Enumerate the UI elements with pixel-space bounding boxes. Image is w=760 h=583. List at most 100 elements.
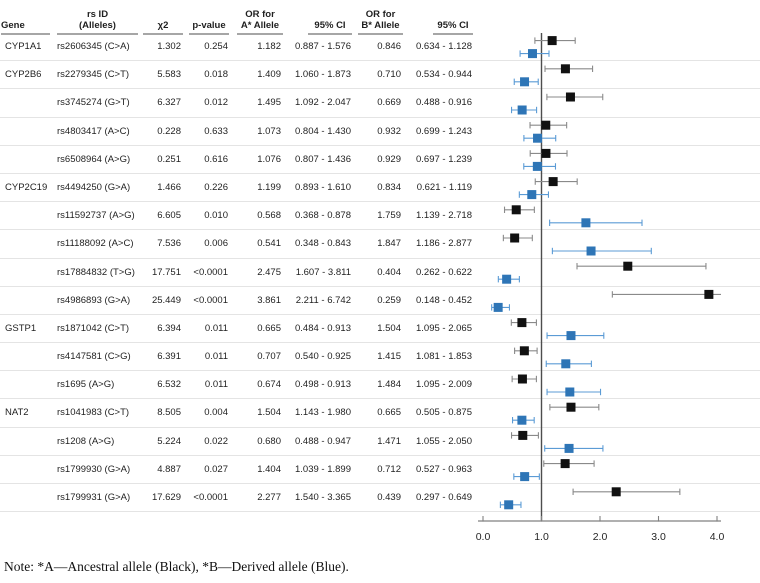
ci-b-value: 1.095 - 2.065	[416, 322, 472, 334]
ci-a-value: 0.484 - 0.913	[295, 322, 351, 334]
or-a-value: 0.680	[257, 435, 281, 447]
ci-a-value: 0.807 - 1.436	[295, 153, 351, 165]
column-header-ci-b-label: 95% CI	[437, 19, 469, 31]
column-header-p-value: p-value	[189, 20, 229, 35]
x-axis-tick-label: 4.0	[710, 531, 725, 543]
rs-id-label: rs11592737 (A>G)	[57, 210, 135, 222]
or-b-value: 0.669	[377, 97, 401, 109]
rs-id-label: rs17884832 (T>G)	[57, 266, 135, 278]
or-a-value: 0.541	[257, 238, 281, 250]
rs-id-label: rs1695 (A>G)	[57, 379, 115, 391]
column-header-rs-id: rs ID (Alleles)	[57, 9, 138, 35]
or-a-value: 1.076	[257, 153, 281, 165]
or-a-value: 1.182	[257, 41, 281, 52]
column-header-or-b: OR for B* Allele	[358, 9, 403, 35]
chi2-value: 17.629	[151, 492, 181, 503]
table-row: rs1799931 (G>A) 17.629 <0.0001 2.277 1.540 -…	[0, 484, 760, 513]
forest-marker-b	[517, 415, 527, 425]
p-value: 0.254	[204, 41, 228, 52]
forest-marker-b	[586, 246, 596, 256]
ci-a-value: 1.060 - 1.873	[295, 69, 351, 81]
column-header-gene-label: Gene	[1, 19, 25, 31]
column-header-rs-id-line1: rs ID	[86, 8, 109, 20]
or-a-value: 1.504	[257, 407, 281, 419]
column-header-or-b-line1: OR for	[365, 8, 396, 20]
or-a-value: 2.277	[257, 492, 281, 503]
or-b-value: 1.504	[377, 322, 401, 334]
forest-marker-a	[565, 92, 575, 102]
or-b-value: 0.929	[377, 153, 401, 165]
forest-marker-a	[510, 233, 520, 243]
forest-marker-b	[581, 218, 591, 228]
chi2-value: 5.224	[157, 435, 181, 447]
forest-marker-a	[704, 289, 714, 299]
p-value: 0.011	[204, 379, 228, 391]
table-row: rs6508964 (A>G) 0.251 0.616 1.076 0.807 - 1.…	[0, 146, 760, 174]
forest-marker-a	[547, 36, 557, 46]
table-body: CYP1A1 rs2606345 (C>A) 1.302 0.254 1.182 0.88…	[0, 33, 760, 513]
column-header-gene: Gene	[1, 20, 50, 35]
rs-id-label: rs1871042 (C>T)	[57, 322, 130, 334]
table-row: rs11188092 (A>C) 7.536 0.006 0.541 0.348 - 0…	[0, 230, 760, 259]
forest-marker-a	[623, 261, 633, 271]
p-value: 0.011	[204, 322, 228, 334]
ci-b-value: 0.534 - 0.944	[416, 69, 472, 81]
ci-b-value: 1.055 - 2.050	[416, 435, 472, 447]
forest-marker-b	[504, 500, 514, 510]
or-b-value: 0.712	[377, 463, 401, 475]
p-value: 0.616	[204, 153, 228, 165]
rs-id-label: rs1208 (A>G)	[57, 435, 115, 447]
or-a-value: 1.409	[257, 69, 281, 81]
chi2-value: 1.466	[157, 181, 181, 193]
p-value: 0.010	[204, 210, 228, 222]
ci-a-value: 0.368 - 0.878	[295, 210, 351, 222]
ci-b-value: 0.621 - 1.119	[416, 181, 472, 193]
forest-marker-a	[566, 402, 576, 412]
rs-id-label: rs4986893 (G>A)	[57, 294, 131, 306]
chi2-value: 6.532	[157, 379, 181, 391]
forest-marker-b	[493, 302, 503, 312]
chi2-value: 4.887	[157, 463, 181, 475]
p-value: 0.027	[204, 463, 228, 475]
rs-id-label: rs11188092 (A>C)	[57, 238, 134, 250]
chi2-value: 5.583	[157, 69, 181, 81]
forest-marker-a	[511, 205, 521, 215]
ci-a-value: 0.498 - 0.913	[295, 379, 351, 391]
gene-label: CYP2C19	[5, 181, 48, 193]
rs-id-label: rs4803417 (A>C)	[57, 125, 130, 137]
ci-b-value: 0.634 - 1.128	[416, 41, 472, 52]
table-row: NAT2 rs1041983 (C>T) 8.505 0.004 1.504 1.143 …	[0, 399, 760, 428]
forest-marker-a	[560, 64, 570, 74]
ci-b-value: 0.148 - 0.452	[416, 294, 472, 306]
chi2-value: 0.228	[157, 125, 181, 137]
ci-b-value: 0.505 - 0.875	[416, 407, 472, 419]
x-axis-tick-label: 2.0	[593, 531, 608, 543]
forest-marker-a	[519, 346, 529, 356]
gene-label: CYP2B6	[5, 69, 42, 81]
chi2-value: 0.251	[157, 153, 181, 165]
p-value: 0.011	[204, 351, 228, 363]
chi2-value: 6.327	[157, 97, 181, 109]
forest-marker-b	[520, 77, 530, 87]
or-a-value: 0.568	[257, 210, 281, 222]
chi2-value: 8.505	[157, 407, 181, 419]
p-value: 0.004	[204, 407, 228, 419]
ci-b-value: 1.081 - 1.853	[416, 351, 472, 363]
or-b-value: 1.759	[377, 210, 401, 222]
ci-b-value: 1.186 - 2.877	[416, 238, 472, 250]
rs-id-label: rs1041983 (C>T)	[57, 407, 130, 419]
p-value: 0.022	[204, 435, 228, 447]
forest-marker-b	[532, 161, 542, 171]
table-row: rs17884832 (T>G) 17.751 <0.0001 2.475 1.607 …	[0, 259, 760, 287]
chi2-value: 1.302	[157, 41, 181, 52]
p-value: <0.0001	[193, 294, 228, 306]
or-b-value: 1.471	[377, 435, 401, 447]
rs-id-label: rs4147581 (C>G)	[57, 351, 131, 363]
ci-a-value: 1.092 - 2.047	[295, 97, 351, 109]
column-header-or-a-line2: A* Allele	[240, 19, 280, 31]
p-value: 0.633	[204, 125, 228, 137]
x-axis-tick-label: 0.0	[476, 531, 491, 543]
ci-a-value: 0.804 - 1.430	[295, 125, 351, 137]
or-b-value: 0.259	[377, 294, 401, 306]
or-b-value: 1.847	[377, 238, 401, 250]
